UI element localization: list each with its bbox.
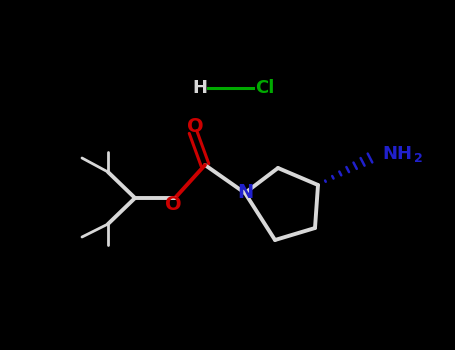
Text: 2: 2 bbox=[414, 153, 423, 166]
Text: H: H bbox=[192, 79, 207, 97]
Text: O: O bbox=[165, 196, 181, 215]
Text: N: N bbox=[237, 183, 253, 203]
Text: Cl: Cl bbox=[255, 79, 275, 97]
Text: NH: NH bbox=[382, 145, 412, 163]
Text: O: O bbox=[187, 117, 203, 135]
